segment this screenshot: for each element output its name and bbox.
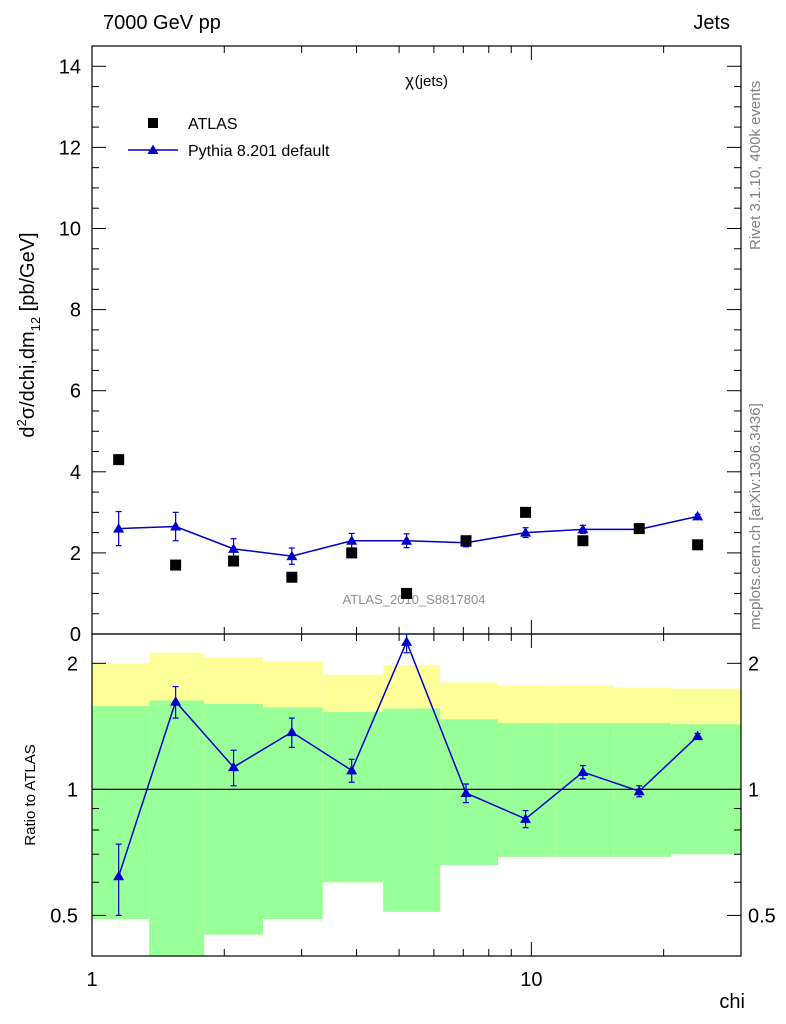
band-inner-4 [322,712,384,883]
band-inner-6 [440,719,499,865]
header-right: Jets [693,12,730,34]
ylabel-sigma: σ/dchi,dm [17,331,39,419]
rivet-label: Rivet 3.1.10, 400k events [747,81,764,250]
ratio-y-tick-label-right: 1 [748,779,759,801]
ratio-point [577,766,589,777]
ratio-panel: Ratio to ATLAS chi 1 10 0.5 0.5 1 1 2 2 [22,633,776,1013]
legend: ATLAS Pythia 8.201 default [128,116,330,160]
band-inner-2 [204,703,263,935]
ratio-ylabel: Ratio to ATLAS [22,744,39,845]
atlas-point [633,523,645,535]
ratio-point [520,813,532,823]
atlas-point [286,571,298,583]
ylabel-sup: 2 [14,419,29,426]
main-panel: χ (jets) ATLAS_2010_S8817804 d2σ/dchi,dm… [14,45,742,646]
band-inner-0 [92,706,150,920]
pythia-point [170,521,182,531]
atlas-point [577,535,589,547]
x-tick-label: 10 [520,969,542,991]
ratio-point [286,726,298,737]
pythia-point [577,523,589,534]
atlas-point [692,539,704,551]
ratio-point [401,636,413,646]
main-y-tick-label: 4 [70,462,81,484]
atlas-point [401,587,413,599]
ratio-y-tick-label: 1 [67,779,78,801]
atlas-point [228,555,240,567]
ratio-y-tick-label: 0.5 [50,905,78,927]
ratio-point [113,870,125,881]
ylabel-sub: 12 [28,317,43,331]
main-y-tick-label: 2 [70,543,81,565]
ylabel-d: d [17,427,39,438]
ratio-y-tick-label: 2 [67,653,78,675]
x-tick-label: 1 [86,969,97,991]
main-ylabel: d2σ/dchi,dm12 [pb/GeV] [14,232,43,437]
ratio-y-tick-label-right: 2 [748,653,759,675]
atlas-point [460,535,472,547]
atlas-point [170,559,182,571]
pythia-point [346,535,358,545]
ratio-point [460,787,472,798]
ratio-point [170,696,182,706]
ratio-frame [91,633,742,957]
main-y-tick-label: 0 [70,624,81,646]
legend-atlas-label: ATLAS [188,116,238,133]
legend-pythia-label: Pythia 8.201 default [188,143,330,160]
x-axis-label: chi [719,991,745,1013]
header-left: 7000 GeV pp [103,12,221,34]
plot-title-suffix: (jets) [415,73,448,90]
main-y-tick-label: 10 [59,218,81,240]
pythia-point [286,550,298,561]
mcplots-label: mcplots.cern.ch [arXiv:1306.3436] [747,403,764,630]
atlas-point [346,547,358,559]
band-inner-5 [383,708,441,912]
pythia-point [228,543,240,553]
analysis-watermark: ATLAS_2010_S8817804 [343,592,486,607]
atlas-point [520,506,532,518]
main-y-tick-label: 14 [59,56,81,78]
pythia-point [113,523,125,533]
main-y-tick-label: 12 [59,137,81,159]
pythia-point [401,535,413,545]
pythia-line [118,515,698,557]
legend-pythia-marker [147,144,159,154]
pythia-point [692,510,704,521]
ratio-point [228,761,240,772]
plot-title-symbol: χ [405,71,414,90]
ratio-point [692,730,704,741]
ratio-point [346,764,358,775]
pythia-point [520,527,532,537]
band-inner-1 [149,700,205,956]
ratio-y-tick-label-right: 0.5 [748,905,776,927]
legend-atlas-marker [148,118,158,128]
main-frame [91,45,742,635]
main-y-tick-label: 8 [70,300,81,322]
ylabel-unit: [pb/GeV] [17,232,39,317]
ratio-point [633,785,645,796]
main-y-tick-label: 6 [70,381,81,403]
atlas-point [113,454,125,466]
band-inner-3 [262,707,323,920]
